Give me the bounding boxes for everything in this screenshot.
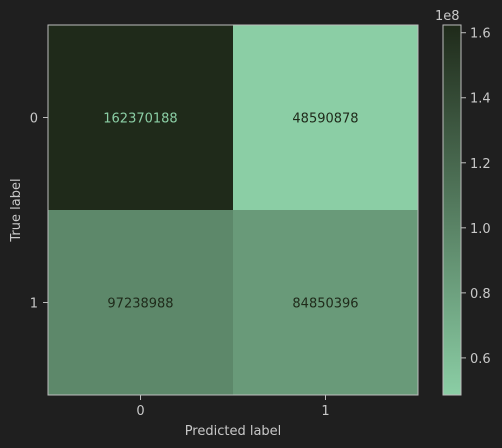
colorbar — [443, 25, 461, 395]
cell-value-label: 162370188 — [103, 112, 177, 127]
colorbar-tick-label: 0.8 — [470, 287, 491, 302]
colorbar-tick-label: 1.0 — [470, 222, 491, 237]
cell-value-label: 84850396 — [292, 297, 358, 312]
x-axis-label: Predicted label — [185, 424, 282, 439]
cell-value-label: 48590878 — [292, 112, 358, 127]
colorbar-tick-label: 1.2 — [470, 157, 491, 172]
x-tick-label: 1 — [321, 404, 329, 419]
heatmap-cell — [233, 210, 419, 396]
y-tick-label: 1 — [30, 297, 38, 312]
colorbar-frame — [442, 24, 462, 396]
colorbar-tick-label: 1.4 — [470, 92, 491, 107]
heatmap-cell — [233, 25, 419, 211]
heatmap-cell — [48, 210, 234, 396]
y-tick-label: 0 — [30, 112, 38, 127]
heatmap-cell — [48, 25, 234, 211]
x-tick-label: 0 — [136, 404, 144, 419]
y-axis-label: True label — [9, 178, 24, 242]
colorbar-tick-label: 1.6 — [470, 27, 491, 42]
colorbar-tick-label: 0.6 — [470, 352, 491, 367]
cell-value-label: 97238988 — [107, 297, 173, 312]
colorbar-offset-label: 1e8 — [435, 9, 460, 24]
plot-frame — [47, 24, 419, 396]
